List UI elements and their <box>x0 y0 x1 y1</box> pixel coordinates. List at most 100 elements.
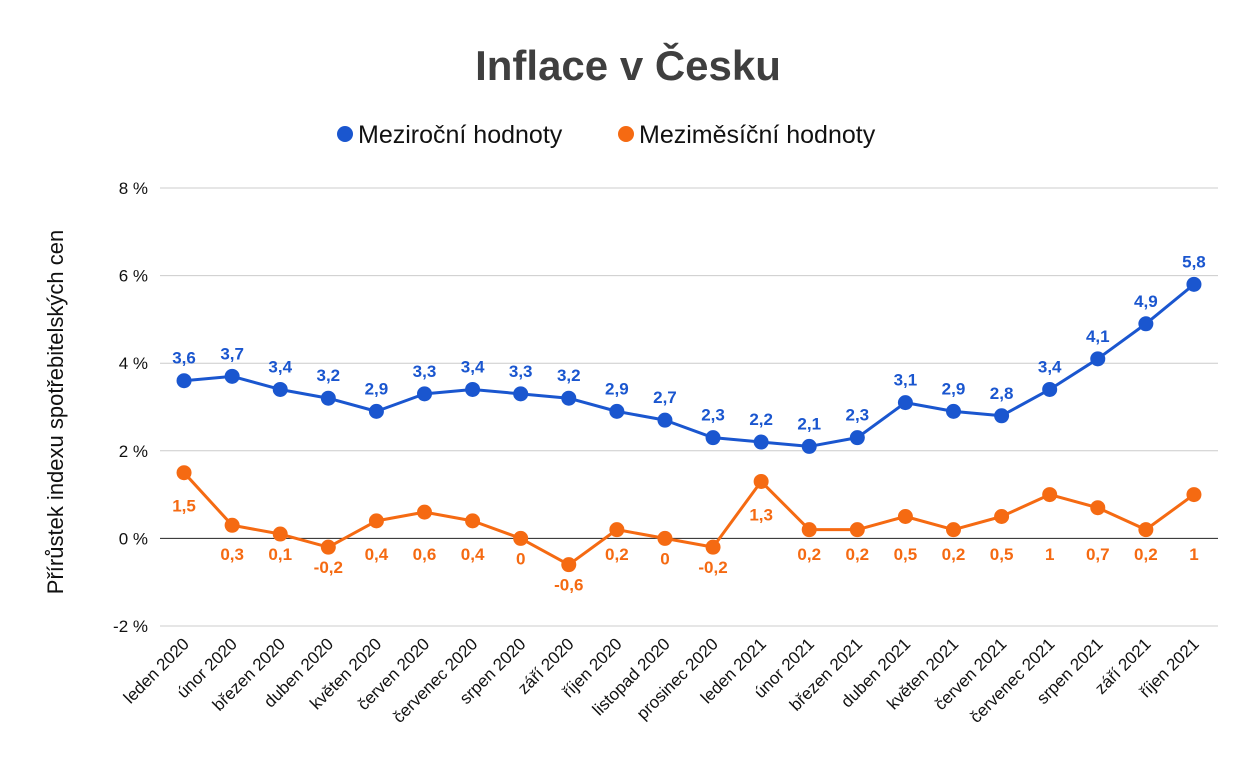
data-point <box>849 522 865 538</box>
data-label: 0,6 <box>413 545 437 564</box>
data-label: 2,9 <box>365 379 389 398</box>
data-label: 3,4 <box>461 357 485 376</box>
data-label: 0,7 <box>1086 545 1110 564</box>
data-label: 0 <box>660 549 669 568</box>
legend-marker-yoy <box>337 126 353 142</box>
data-point <box>272 381 288 397</box>
data-point <box>176 465 192 481</box>
data-point <box>1090 351 1106 367</box>
data-label: 4,9 <box>1134 292 1158 311</box>
data-label: 0,5 <box>990 545 1014 564</box>
data-label: 0,2 <box>942 545 966 564</box>
data-label: 0,2 <box>1134 545 1158 564</box>
data-point <box>753 473 769 489</box>
data-point <box>849 430 865 446</box>
data-label: 3,3 <box>413 362 437 381</box>
data-label: 0,2 <box>845 545 869 564</box>
data-point <box>320 390 336 406</box>
data-point <box>320 539 336 555</box>
y-tick-label: 6 % <box>119 267 148 286</box>
data-point <box>609 522 625 538</box>
data-label: 1 <box>1189 545 1198 564</box>
series-line <box>183 283 1195 448</box>
data-point <box>561 557 577 573</box>
data-point <box>1090 500 1106 516</box>
data-point <box>657 530 673 546</box>
y-tick-labels: -2 % 0 % 2 % 4 % 6 % 8 % <box>113 179 148 636</box>
data-point <box>368 403 384 419</box>
data-label: 3,2 <box>557 366 581 385</box>
data-point <box>994 408 1010 424</box>
data-point <box>753 434 769 450</box>
data-label: 2,1 <box>797 414 821 433</box>
data-label: 2,9 <box>942 379 966 398</box>
data-point <box>368 513 384 529</box>
data-point <box>1138 522 1154 538</box>
data-point <box>513 386 529 402</box>
data-point <box>705 539 721 555</box>
data-label: -0,2 <box>698 558 727 577</box>
data-point <box>1042 487 1058 503</box>
data-label: 5,8 <box>1182 252 1206 271</box>
y-tick-label: 8 % <box>119 179 148 198</box>
legend-label-mom: Meziměsíční hodnoty <box>639 121 876 149</box>
data-label: -0,6 <box>554 576 583 595</box>
legend-label-yoy: Meziroční hodnoty <box>358 121 563 149</box>
data-label: 0,1 <box>268 545 292 564</box>
data-label: 2,3 <box>845 406 869 425</box>
data-point <box>801 438 817 454</box>
data-point <box>417 504 432 520</box>
data-point <box>1138 316 1154 332</box>
data-point <box>657 412 673 428</box>
data-point <box>705 430 721 446</box>
data-point <box>946 522 961 538</box>
series-layer: 3,6 3,7 3,4 3,2 2,9 3,3 3,4 3,3 3,2 2,9 2,7 2,3 2,2 2… <box>172 252 1206 594</box>
data-label: 4,1 <box>1086 327 1110 346</box>
data-point <box>224 517 240 533</box>
data-point <box>417 386 432 402</box>
data-label: 2,2 <box>749 410 773 429</box>
data-label: 3,7 <box>220 344 244 363</box>
data-point <box>465 513 481 529</box>
data-point <box>1186 276 1202 292</box>
data-label: 3,6 <box>172 349 196 368</box>
series-yoy: 3,6 3,7 3,4 3,2 2,9 3,3 3,4 3,3 3,2 2,9 2,7 2,3 2,2 2… <box>172 252 1206 454</box>
data-label: 1,3 <box>749 505 773 524</box>
series-line <box>182 471 1195 567</box>
data-label: 2,7 <box>653 388 677 407</box>
data-label: 0,4 <box>365 545 389 564</box>
data-point <box>897 509 913 524</box>
data-label: 0,2 <box>605 545 629 564</box>
data-point <box>994 509 1010 524</box>
y-tick-label: -2 % <box>113 617 148 636</box>
legend-marker-mom <box>618 126 634 142</box>
data-label: 2,3 <box>701 406 725 425</box>
legend: Meziroční hodnoty Meziměsíční hodnoty <box>337 121 876 149</box>
data-point <box>609 403 625 419</box>
data-label: 1 <box>1045 545 1054 564</box>
y-tick-label: 2 % <box>119 442 148 461</box>
data-point <box>897 395 913 411</box>
data-point <box>465 381 481 397</box>
y-tick-label: 0 % <box>119 529 148 548</box>
grid-lines <box>160 187 1218 627</box>
data-point <box>224 368 240 384</box>
data-label: 0 <box>516 549 525 568</box>
data-label: 2,8 <box>990 384 1014 403</box>
series-mom: 1,5 0,3 0,1 -0,2 0,4 0,6 0,4 0 -0,6 0,2 0 -0,2 1,3 0,… <box>172 465 1202 595</box>
data-label: 3,4 <box>1038 357 1062 376</box>
data-point <box>946 403 961 419</box>
data-label: -0,2 <box>314 558 343 577</box>
data-label: 2,9 <box>605 379 629 398</box>
data-point <box>561 390 577 406</box>
data-label: 0,4 <box>461 545 485 564</box>
data-label: 0,5 <box>894 545 918 564</box>
data-label: 1,5 <box>172 497 196 516</box>
y-axis-label: Přírůstek indexu spotřebitelských cen <box>43 230 68 594</box>
y-tick-label: 4 % <box>119 354 148 373</box>
data-point <box>1042 381 1058 397</box>
chart-title: Inflace v Česku <box>475 41 781 89</box>
data-label: 3,4 <box>268 357 292 376</box>
data-point <box>513 530 529 546</box>
